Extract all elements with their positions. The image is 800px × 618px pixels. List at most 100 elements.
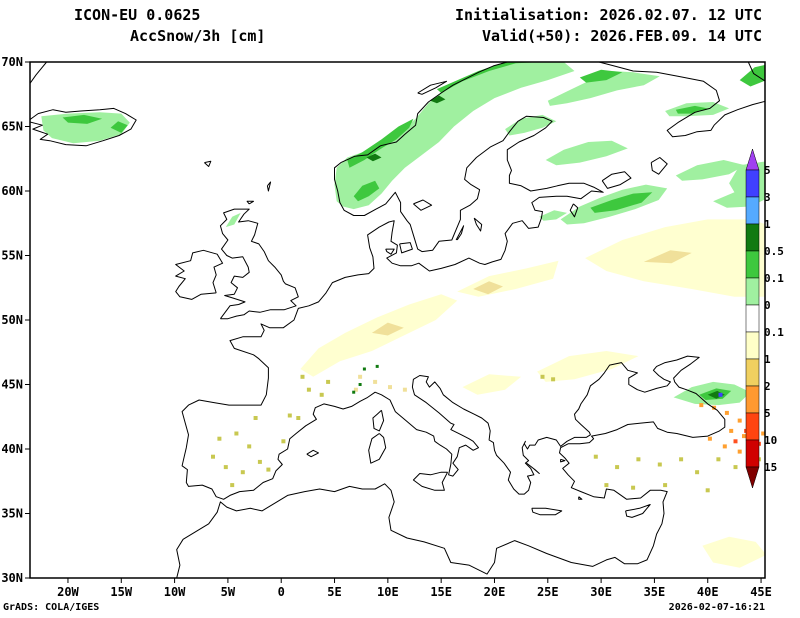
dot-OL — [540, 374, 545, 379]
colorbar-segment — [745, 331, 760, 360]
patch-YL — [371, 322, 404, 336]
y-tick-label: 35N — [1, 507, 23, 521]
coastline — [413, 199, 433, 211]
coastline — [569, 203, 579, 218]
plot-timestamp: 2026-02-07-16:21 — [668, 602, 765, 613]
coastline — [175, 249, 224, 300]
coastline — [578, 496, 583, 500]
colorbar-label: 0.1 — [764, 326, 784, 339]
colorbar-segment — [745, 385, 760, 414]
coastline — [30, 107, 137, 147]
dot-OL — [253, 416, 258, 420]
patch-LG — [334, 62, 575, 210]
colorbar-label: 3 — [764, 191, 771, 204]
dot-OL — [679, 457, 684, 462]
coastline — [368, 433, 387, 464]
dot-OL — [631, 485, 636, 490]
patch-DG — [366, 153, 382, 162]
colorbar: 5 3 1 0.5 0.1 0 0.1 1 2 5 10 15 — [745, 148, 784, 489]
patch-CR — [462, 374, 522, 395]
dot-OL — [657, 462, 662, 467]
patch-MG — [110, 121, 128, 133]
dot-YL — [388, 385, 392, 390]
model-title: ICON-EU 0.0625 — [74, 6, 201, 24]
dot-OR — [724, 410, 729, 415]
x-tick-label: 20W — [57, 585, 79, 599]
x-tick-label: 10E — [377, 585, 399, 599]
patch-LG — [41, 112, 130, 144]
dot-DG — [352, 390, 356, 394]
patch-LG — [675, 160, 746, 181]
coastline — [412, 471, 449, 491]
dot-YL — [402, 387, 407, 392]
colorbar-segment — [745, 277, 760, 306]
dot-OR — [742, 434, 746, 439]
coastline — [601, 171, 632, 189]
dot-OL — [281, 439, 286, 444]
dot-OR — [761, 431, 765, 436]
coastline — [598, 62, 765, 138]
dot-OL — [287, 413, 292, 418]
y-tick-label: 55N — [1, 249, 23, 263]
coastline — [473, 217, 483, 232]
dot-OL — [551, 377, 556, 382]
patch-DG — [430, 95, 446, 104]
coastline — [372, 409, 385, 432]
dot-OL — [266, 467, 271, 472]
dot-OL — [604, 483, 609, 488]
colorbar-segment — [745, 412, 760, 441]
x-tick-label: 0 — [278, 585, 285, 599]
coastline — [204, 160, 212, 167]
x-tick-label: 15W — [110, 585, 132, 599]
colorbar-segment — [745, 250, 760, 279]
patch-YL — [473, 281, 503, 295]
colorbar-segment — [745, 223, 760, 252]
colorbar-segment — [745, 169, 760, 198]
dot-RD — [733, 439, 738, 444]
coastline — [650, 157, 668, 175]
dot-OL — [230, 483, 235, 488]
x-tick-label: 5W — [221, 585, 236, 599]
snow-patches — [41, 62, 765, 568]
coastline — [246, 200, 254, 205]
coastlines — [30, 62, 765, 578]
coastline — [306, 449, 319, 458]
dot-OR — [707, 436, 712, 441]
y-tick-label: 50N — [1, 313, 23, 327]
dot-OL — [733, 465, 738, 470]
x-tick-label: 40E — [697, 585, 719, 599]
coastline — [531, 507, 563, 516]
coastline — [560, 458, 566, 463]
dot-DG — [375, 364, 379, 368]
x-tick-label: 10W — [164, 585, 186, 599]
colorbar-label: 0.1 — [764, 272, 784, 285]
dot-OL — [300, 374, 305, 379]
colorbar-segment — [745, 358, 760, 387]
coastline — [417, 80, 447, 95]
colorbar-segment — [745, 304, 760, 333]
coastline — [266, 181, 272, 192]
x-tick-label: 35E — [644, 585, 666, 599]
y-tick-label: 40N — [1, 442, 23, 456]
dot-OL — [663, 483, 668, 488]
dot-OL — [705, 488, 710, 493]
x-tick-label: 45E — [750, 585, 772, 599]
dot-OL — [217, 436, 222, 441]
dot-OL — [296, 416, 301, 420]
coastline — [455, 225, 465, 241]
patch-CR — [537, 351, 639, 382]
coastline — [30, 62, 47, 85]
patch-LG — [547, 71, 660, 106]
patch-MG — [436, 62, 543, 93]
coastline — [526, 462, 540, 474]
dot-OL — [636, 457, 641, 462]
variable-title: AccSnow/3h [cm] — [130, 27, 266, 45]
colorbar-segment — [745, 196, 760, 225]
x-tick-label: 15E — [430, 585, 452, 599]
dot-OL — [240, 470, 245, 475]
colorbar-label: 0.5 — [764, 245, 784, 258]
dot-OL — [247, 444, 252, 449]
patch-LG — [505, 114, 557, 136]
